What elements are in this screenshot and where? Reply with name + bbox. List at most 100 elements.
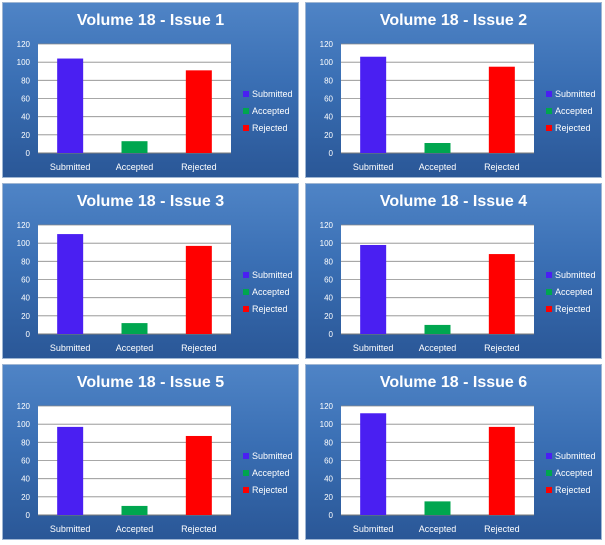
legend-swatch-accepted <box>243 107 249 114</box>
y-tick-label: 20 <box>324 493 333 502</box>
chart-legend: Submitted Accepted Rejected <box>243 85 293 136</box>
bar-submitted <box>360 244 387 334</box>
bar-chart: 0 20 40 60 80 100 120 Submitted Accepted Rejected <box>320 221 534 353</box>
chart-panel-3: Volume 18 - Issue 3 0 20 40 60 80 100 120 Submi… <box>2 183 299 359</box>
legend-item-submitted: Submitted <box>546 266 596 283</box>
legend-label-rejected: Rejected <box>252 122 288 133</box>
y-tick-label: 40 <box>324 294 333 303</box>
legend-label-rejected: Rejected <box>555 484 591 495</box>
y-tick-label: 0 <box>26 330 31 339</box>
legend-label-submitted: Submitted <box>555 88 596 99</box>
legend-item-submitted: Submitted <box>243 85 293 102</box>
y-tick-label: 80 <box>324 257 333 266</box>
legend-label-submitted: Submitted <box>252 450 293 461</box>
bar-accepted <box>121 505 148 515</box>
legend-swatch-rejected <box>546 124 552 131</box>
legend-label-rejected: Rejected <box>555 122 591 133</box>
y-tick-label: 80 <box>21 257 30 266</box>
legend-label-rejected: Rejected <box>252 303 288 314</box>
y-tick-label: 60 <box>324 457 333 466</box>
bar-submitted <box>57 58 84 153</box>
y-tick-label: 20 <box>21 493 30 502</box>
bar-rejected <box>185 435 212 515</box>
legend-label-rejected: Rejected <box>252 484 288 495</box>
legend-swatch-accepted <box>243 288 249 295</box>
legend-swatch-accepted <box>546 469 552 476</box>
y-tick-label: 100 <box>17 239 31 248</box>
chart-legend: Submitted Accepted Rejected <box>546 85 596 136</box>
y-tick-label: 0 <box>26 149 31 158</box>
bar-chart: 0 20 40 60 80 100 120 Submitted Accepted Rejected <box>320 402 534 534</box>
legend-label-submitted: Submitted <box>252 88 293 99</box>
x-tick-label: Submitted <box>50 162 91 172</box>
legend-swatch-rejected <box>546 486 552 493</box>
bar-rejected <box>488 66 515 153</box>
y-tick-label: 100 <box>320 58 334 67</box>
legend-item-rejected: Rejected <box>243 119 293 136</box>
bar-accepted <box>424 501 451 515</box>
legend-item-accepted: Accepted <box>243 464 293 481</box>
x-tick-label: Rejected <box>181 524 217 534</box>
chart-legend: Submitted Accepted Rejected <box>546 447 596 498</box>
x-tick-label: Rejected <box>484 162 520 172</box>
legend-item-submitted: Submitted <box>546 85 596 102</box>
y-tick-label: 20 <box>324 312 333 321</box>
x-tick-label: Accepted <box>419 162 457 172</box>
legend-label-accepted: Accepted <box>252 286 290 297</box>
y-tick-label: 40 <box>21 113 30 122</box>
legend-label-rejected: Rejected <box>555 303 591 314</box>
legend-label-accepted: Accepted <box>555 105 593 116</box>
bar-rejected <box>488 254 515 334</box>
bar-chart: 0 20 40 60 80 100 120 Submitted Accepted Rejected <box>17 221 231 353</box>
y-tick-label: 120 <box>17 40 31 49</box>
y-tick-label: 0 <box>329 149 334 158</box>
legend-label-accepted: Accepted <box>555 286 593 297</box>
bar-submitted <box>360 413 387 515</box>
legend-swatch-submitted <box>243 271 249 278</box>
legend-item-accepted: Accepted <box>546 283 596 300</box>
x-tick-label: Submitted <box>50 343 91 353</box>
legend-item-accepted: Accepted <box>546 464 596 481</box>
chart-panel-2: Volume 18 - Issue 2 0 20 40 60 80 100 120 Submi… <box>305 2 602 178</box>
bar-chart: 0 20 40 60 80 100 120 Submitted Accepted Rejected <box>17 40 231 172</box>
legend-item-rejected: Rejected <box>546 300 596 317</box>
chart-panel-1: Volume 18 - Issue 1 0 20 40 60 80 100 120 Submi… <box>2 2 299 178</box>
y-tick-label: 60 <box>324 276 333 285</box>
legend-item-submitted: Submitted <box>546 447 596 464</box>
chart-panel-4: Volume 18 - Issue 4 0 20 40 60 80 100 120 Submi… <box>305 183 602 359</box>
legend-item-accepted: Accepted <box>546 102 596 119</box>
legend-swatch-rejected <box>243 486 249 493</box>
y-tick-label: 80 <box>324 76 333 85</box>
bar-submitted <box>57 426 84 515</box>
x-tick-label: Submitted <box>50 524 91 534</box>
bar-chart: 0 20 40 60 80 100 120 Submitted Accepted Rejected <box>320 40 534 172</box>
legend-item-rejected: Rejected <box>243 300 293 317</box>
y-tick-label: 0 <box>329 511 334 520</box>
legend-item-submitted: Submitted <box>243 266 293 283</box>
x-tick-label: Submitted <box>353 524 394 534</box>
y-tick-label: 40 <box>324 113 333 122</box>
x-tick-label: Accepted <box>116 343 154 353</box>
y-tick-label: 100 <box>320 420 334 429</box>
legend-swatch-accepted <box>546 107 552 114</box>
legend-item-rejected: Rejected <box>546 119 596 136</box>
y-tick-label: 40 <box>21 294 30 303</box>
bar-accepted <box>121 323 148 334</box>
x-tick-label: Rejected <box>484 343 520 353</box>
bar-rejected <box>488 426 515 515</box>
legend-swatch-submitted <box>243 452 249 459</box>
x-tick-label: Accepted <box>419 343 457 353</box>
y-tick-label: 120 <box>320 221 334 230</box>
y-tick-label: 80 <box>324 438 333 447</box>
y-tick-label: 20 <box>21 131 30 140</box>
bar-chart: 0 20 40 60 80 100 120 Submitted Accepted Rejected <box>17 402 231 534</box>
legend-item-submitted: Submitted <box>243 447 293 464</box>
y-tick-label: 100 <box>17 420 31 429</box>
y-tick-label: 60 <box>21 457 30 466</box>
legend-label-accepted: Accepted <box>252 105 290 116</box>
bar-rejected <box>185 70 212 153</box>
legend-item-rejected: Rejected <box>243 481 293 498</box>
legend-swatch-rejected <box>243 305 249 312</box>
chart-title: Volume 18 - Issue 4 <box>379 193 528 210</box>
x-tick-label: Rejected <box>181 162 217 172</box>
